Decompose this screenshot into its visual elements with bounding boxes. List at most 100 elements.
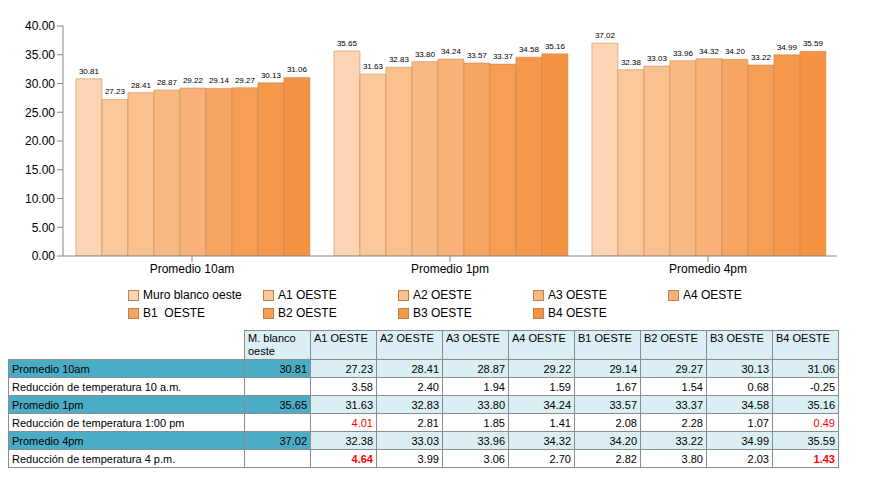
html-text:4.64: 4.64: [351, 452, 373, 465]
svg-text:34.32: 34.32: [699, 47, 720, 56]
svg-text:30.81: 30.81: [79, 67, 100, 76]
svg-text:20.00: 20.00: [25, 134, 55, 148]
html-text:1.07: 1.07: [747, 416, 769, 429]
html-text:2.40: 2.40: [417, 380, 439, 393]
html-text:34.20: 34.20: [609, 434, 637, 447]
html-text:Reducción de temperatura 4 p.m: Reducción de temperatura 4 p.m.: [12, 452, 176, 465]
svg-text:15.00: 15.00: [25, 163, 55, 177]
svg-text:34.24: 34.24: [441, 47, 462, 56]
html-text:33.22: 33.22: [675, 434, 703, 447]
svg-text:0.00: 0.00: [32, 249, 56, 263]
html-text:31.63: 31.63: [345, 398, 373, 411]
html-text:A3 OESTE: A3 OESTE: [548, 288, 607, 302]
html-text:-0.25: -0.25: [809, 380, 835, 393]
html-text:Promedio 10am: Promedio 10am: [12, 362, 90, 375]
html-text:32.38: 32.38: [345, 434, 373, 447]
html-text:B4 OESTE: B4 OESTE: [548, 306, 607, 320]
html-text:2.81: 2.81: [417, 416, 439, 429]
svg-text:34.99: 34.99: [777, 43, 798, 52]
html-text:Muro blanco oeste: Muro blanco oeste: [143, 288, 242, 302]
html-text:A2 OESTE: A2 OESTE: [413, 288, 472, 302]
html-text:33.03: 33.03: [411, 434, 439, 447]
html-text:34.99: 34.99: [741, 434, 769, 447]
html-text:1.41: 1.41: [549, 416, 571, 429]
html-text:30.81: 30.81: [279, 362, 307, 375]
svg-text:10.00: 10.00: [25, 192, 55, 206]
svg-text:32.38: 32.38: [621, 58, 642, 67]
html-text:1.59: 1.59: [549, 380, 571, 393]
html-text:28.87: 28.87: [477, 362, 505, 375]
html-text:32.83: 32.83: [411, 398, 439, 411]
html-text:33.96: 33.96: [477, 434, 505, 447]
svg-text:34.20: 34.20: [725, 47, 746, 56]
svg-text:31.06: 31.06: [287, 65, 308, 74]
html-text:1.85: 1.85: [483, 416, 505, 429]
svg-text:35.16: 35.16: [545, 42, 566, 51]
html-text:1.67: 1.67: [615, 380, 637, 393]
html-text:31.06: 31.06: [807, 362, 835, 375]
svg-text:30.13: 30.13: [261, 71, 282, 80]
html-text:0.49: 0.49: [813, 416, 835, 429]
html-text:29.22: 29.22: [543, 362, 571, 375]
html-text:M. blanco oeste: M. blanco oeste: [248, 332, 296, 357]
html-text:35.59: 35.59: [807, 434, 835, 447]
html-text:A4 OESTE: A4 OESTE: [683, 288, 742, 302]
svg-text:Promedio 4pm: Promedio 4pm: [669, 262, 747, 276]
svg-text:33.96: 33.96: [673, 49, 694, 58]
html-text:33.80: 33.80: [477, 398, 505, 411]
html-text:4.01: 4.01: [351, 416, 373, 429]
html-text:1.54: 1.54: [681, 380, 703, 393]
html-text:0.68: 0.68: [747, 380, 769, 393]
svg-text:25.00: 25.00: [25, 106, 55, 120]
svg-text:34.58: 34.58: [519, 45, 540, 54]
svg-text:29.27: 29.27: [235, 76, 256, 85]
html-text:29.14: 29.14: [609, 362, 637, 375]
html-text:37.02: 37.02: [279, 434, 307, 447]
html-text:B3 OESTE: B3 OESTE: [413, 306, 472, 320]
svg-text:37.02: 37.02: [595, 31, 616, 40]
html-text:33.37: 33.37: [675, 398, 703, 411]
svg-text:29.22: 29.22: [183, 76, 204, 85]
svg-text:33.22: 33.22: [751, 53, 772, 62]
html-text:29.27: 29.27: [675, 362, 703, 375]
svg-text:5.00: 5.00: [32, 221, 56, 235]
html-text:27.23: 27.23: [345, 362, 373, 375]
html-text:34.32: 34.32: [543, 434, 571, 447]
html-text:Promedio 4pm: Promedio 4pm: [12, 434, 84, 447]
svg-text:35.59: 35.59: [803, 39, 824, 48]
html-text:33.57: 33.57: [609, 398, 637, 411]
html-text:B1 OESTE: B1 OESTE: [143, 306, 205, 320]
svg-text:33.80: 33.80: [415, 50, 436, 59]
svg-text:35.65: 35.65: [337, 39, 358, 48]
html-text:A1 OESTE: A1 OESTE: [278, 288, 337, 302]
svg-text:33.37: 33.37: [493, 52, 514, 61]
html-text:Promedio 1pm: Promedio 1pm: [12, 398, 84, 411]
html-text:35.65: 35.65: [279, 398, 307, 411]
svg-text:35.00: 35.00: [25, 48, 55, 62]
svg-text:33.03: 33.03: [647, 54, 668, 63]
html-text:Reducción de temperatura 10 a.: Reducción de temperatura 10 a.m.: [12, 380, 182, 393]
html-text:Reducción de temperatura 1:00: Reducción de temperatura 1:00 pm: [12, 416, 185, 429]
html-text:34.58: 34.58: [741, 398, 769, 411]
html-text:35.16: 35.16: [807, 398, 835, 411]
html-text:3.58: 3.58: [351, 380, 373, 393]
svg-text:Promedio 1pm: Promedio 1pm: [411, 262, 489, 276]
svg-text:29.14: 29.14: [209, 76, 230, 85]
svg-text:32.83: 32.83: [389, 55, 410, 64]
svg-text:Promedio 10am: Promedio 10am: [150, 262, 235, 276]
html-text:34.24: 34.24: [543, 398, 571, 411]
svg-text:33.57: 33.57: [467, 51, 488, 60]
svg-text:28.41: 28.41: [131, 81, 152, 90]
svg-text:31.63: 31.63: [363, 62, 384, 71]
html-text:28.41: 28.41: [411, 362, 439, 375]
html-text:2.08: 2.08: [615, 416, 637, 429]
svg-text:28.87: 28.87: [157, 78, 178, 87]
html-text:3.99: 3.99: [417, 452, 439, 465]
svg-text:40.00: 40.00: [25, 19, 55, 33]
svg-text:30.00: 30.00: [25, 77, 55, 91]
html-text:2.28: 2.28: [681, 416, 703, 429]
svg-text:27.23: 27.23: [105, 87, 126, 96]
html-text:B2 OESTE: B2 OESTE: [278, 306, 337, 320]
html-text:30.13: 30.13: [741, 362, 769, 375]
html-text:1.94: 1.94: [483, 380, 505, 393]
